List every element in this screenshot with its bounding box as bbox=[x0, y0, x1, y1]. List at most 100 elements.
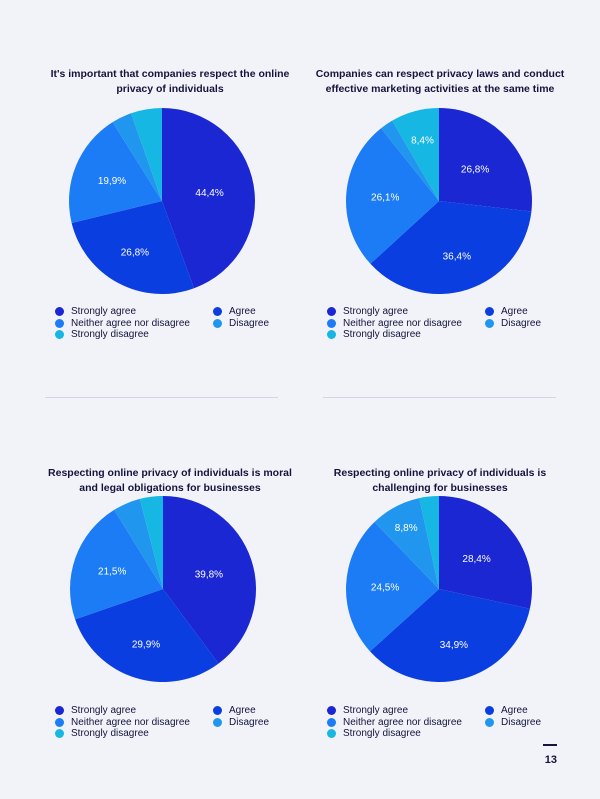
pie-label-agree: 36,4% bbox=[443, 251, 471, 262]
pie-slice-strongly-disagree bbox=[139, 496, 163, 589]
pie-slice-neither-agree-nor-disagree bbox=[346, 522, 439, 652]
legend-item-agree: Agree bbox=[485, 705, 528, 717]
legend-item-agree: Agree bbox=[485, 306, 528, 318]
pie-slice-disagree bbox=[374, 498, 439, 589]
pie-label-neither-agree-nor-disagree: 21,5% bbox=[98, 566, 126, 577]
legend-item-strongly-agree: Strongly agree bbox=[327, 306, 408, 318]
legend-item-disagree: Disagree bbox=[213, 717, 269, 729]
pie-chart: 28,4% 34,9% 24,5% 8,8% bbox=[346, 496, 533, 682]
pie-slice-neither-agree-nor-disagree bbox=[70, 509, 163, 620]
legend-swatch bbox=[327, 706, 336, 716]
legend-swatch bbox=[327, 307, 336, 317]
legend-label: Agree bbox=[501, 306, 528, 317]
pie-slice-agree bbox=[370, 201, 532, 295]
pie-label-agree: 34,9% bbox=[440, 640, 468, 651]
legend-label: Agree bbox=[501, 705, 528, 716]
pie-label-strongly-agree: 26,8% bbox=[461, 164, 489, 175]
legend-label: Disagree bbox=[501, 317, 542, 329]
pie-chart: 39,8% 29,9% 21,5% bbox=[70, 496, 257, 683]
page-number: 13 bbox=[544, 754, 557, 766]
legend-item-disagree: Disagree bbox=[213, 318, 269, 330]
pie-slice-strongly-agree bbox=[163, 496, 257, 664]
legend-swatch bbox=[327, 717, 336, 727]
legend-swatch bbox=[213, 307, 222, 317]
chart-title: Respecting online privacy of individuals… bbox=[48, 467, 292, 494]
legend-item-strongly-disagree: Strongly disagree bbox=[55, 329, 149, 341]
pie-slice-neither-agree-nor-disagree bbox=[69, 122, 162, 223]
legend-swatch bbox=[55, 307, 64, 317]
legend-item-disagree: Disagree bbox=[485, 717, 541, 729]
legend-item-strongly-agree: Strongly agree bbox=[327, 705, 408, 717]
chart-title: Respecting online privacy of individuals… bbox=[333, 467, 547, 494]
legend-label: Neither agree nor disagree bbox=[71, 317, 190, 329]
pie-slice-agree bbox=[370, 589, 530, 682]
pie-label-agree: 29,9% bbox=[132, 640, 160, 651]
chart-panel-1: It's important that companies respect th… bbox=[0, 0, 300, 399]
legend-label: Disagree bbox=[501, 716, 542, 728]
legend-swatch bbox=[485, 307, 494, 317]
divider bbox=[323, 397, 556, 398]
pie-label-strongly-disagree: 8,4% bbox=[411, 135, 434, 146]
legend-item-neither-agree-nor-disagree: Neither agree nor disagree bbox=[327, 717, 462, 729]
pie-slice-disagree bbox=[114, 498, 163, 589]
chart-title: Companies can respect privacy laws and c… bbox=[315, 68, 565, 95]
legend-label: Neither agree nor disagree bbox=[343, 317, 462, 329]
legend-item-neither-agree-nor-disagree: Neither agree nor disagree bbox=[55, 717, 190, 729]
legend-item-strongly-disagree: Strongly disagree bbox=[327, 728, 421, 740]
pie-slice-strongly-disagree bbox=[131, 108, 162, 201]
chart-panel-2: Companies can respect privacy laws and c… bbox=[300, 0, 600, 399]
pie-label-strongly-agree: 28,4% bbox=[462, 554, 490, 565]
legend-item-neither-agree-nor-disagree: Neither agree nor disagree bbox=[327, 318, 462, 330]
chart-title: It's important that companies respect th… bbox=[50, 68, 290, 95]
legend-swatch bbox=[55, 717, 64, 727]
pie-slice-strongly-agree bbox=[439, 108, 533, 212]
legend-label: Neither agree nor disagree bbox=[343, 716, 462, 728]
pie-label-disagree: 8,8% bbox=[395, 523, 418, 534]
divider bbox=[45, 397, 278, 398]
legend-label: Strongly agree bbox=[71, 306, 137, 317]
pie-chart: 26,8% 36,4% 26,1% 8,4% bbox=[345, 108, 533, 295]
pie-slice-strongly-agree bbox=[439, 496, 533, 609]
page-number-rule bbox=[543, 744, 557, 746]
legend-label: Strongly disagree bbox=[71, 329, 149, 340]
legend-swatch bbox=[327, 729, 336, 739]
pie-slice-disagree bbox=[112, 113, 162, 201]
pie-slice-strongly-agree bbox=[162, 108, 255, 289]
pie-label-strongly-agree: 44,4% bbox=[195, 188, 223, 199]
legend-label: Neither agree nor disagree bbox=[71, 716, 190, 728]
legend-item-agree: Agree bbox=[213, 705, 256, 717]
legend-label: Strongly agree bbox=[343, 306, 409, 317]
pie-slice-strongly-disagree bbox=[392, 108, 439, 201]
legend-item-strongly-disagree: Strongly disagree bbox=[55, 728, 149, 740]
legend-swatch bbox=[55, 330, 64, 340]
legend-label: Agree bbox=[229, 705, 256, 716]
legend-swatch bbox=[213, 706, 222, 716]
pie-label-neither-agree-nor-disagree: 19,9% bbox=[98, 176, 126, 187]
legend-label: Strongly agree bbox=[343, 705, 409, 716]
pie-slice-agree bbox=[75, 589, 219, 683]
legend-item-strongly-agree: Strongly agree bbox=[55, 306, 136, 318]
legend-label: Disagree bbox=[229, 317, 270, 329]
pie-slice-agree bbox=[71, 201, 195, 294]
legend-swatch bbox=[55, 318, 64, 328]
legend-label: Strongly agree bbox=[71, 705, 137, 716]
legend-label: Strongly disagree bbox=[343, 329, 421, 340]
legend-swatch bbox=[213, 318, 222, 328]
legend-label: Strongly disagree bbox=[343, 728, 421, 739]
legend-swatch bbox=[213, 717, 222, 727]
pie-label-neither-agree-nor-disagree: 26,1% bbox=[371, 192, 399, 203]
pie-slice-strongly-disagree bbox=[419, 496, 439, 589]
legend-item-agree: Agree bbox=[213, 306, 256, 318]
legend-item-neither-agree-nor-disagree: Neither agree nor disagree bbox=[55, 318, 190, 330]
legend-swatch bbox=[485, 318, 494, 328]
legend-item-strongly-agree: Strongly agree bbox=[55, 705, 136, 717]
legend-item-strongly-disagree: Strongly disagree bbox=[327, 329, 421, 341]
legend-swatch bbox=[55, 706, 64, 716]
legend-label: Agree bbox=[229, 306, 256, 317]
chart-panel-4: Respecting online privacy of individuals… bbox=[300, 399, 600, 798]
legend-swatch bbox=[327, 318, 336, 328]
pie-label-neither-agree-nor-disagree: 24,5% bbox=[371, 583, 399, 594]
legend-item-disagree: Disagree bbox=[485, 318, 541, 330]
legend-label: Disagree bbox=[229, 716, 270, 728]
pie-slice-neither-agree-nor-disagree bbox=[345, 128, 439, 264]
